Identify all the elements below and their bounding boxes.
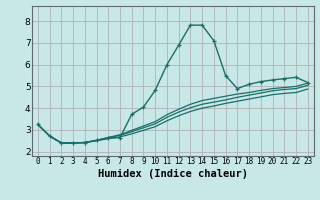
X-axis label: Humidex (Indice chaleur): Humidex (Indice chaleur) <box>98 169 248 179</box>
